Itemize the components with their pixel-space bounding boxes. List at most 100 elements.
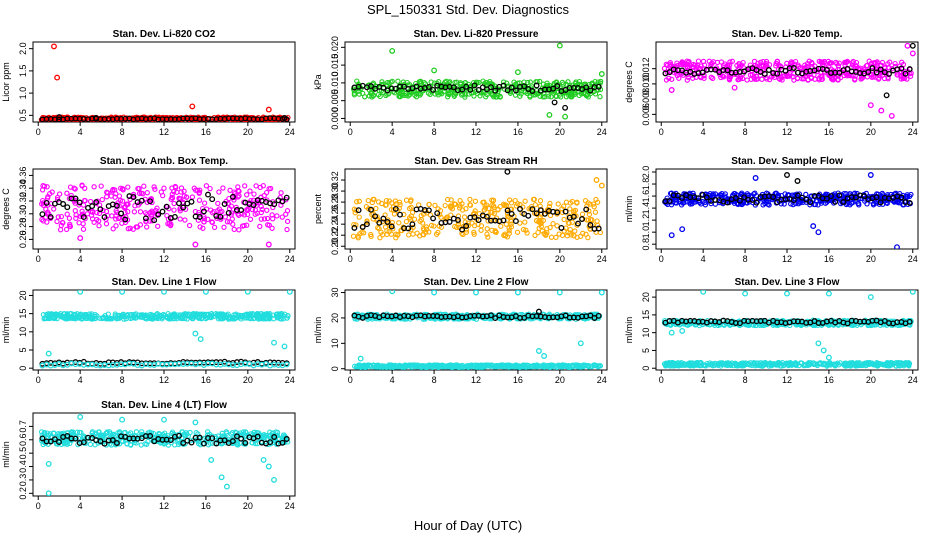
data-point	[196, 197, 203, 203]
outlier-point	[189, 103, 196, 110]
data-point	[217, 213, 224, 220]
data-point	[427, 362, 434, 369]
panel-5: Stan. Dev. Gas Stream RH0 4 8 12 16 20 240.200…	[313, 156, 608, 264]
data-point	[362, 94, 368, 100]
data-point	[54, 315, 60, 322]
x-tick-label: 4	[78, 254, 83, 264]
outlier-point	[562, 104, 569, 111]
data-point	[899, 59, 905, 65]
outlier-point	[784, 172, 790, 178]
data-point	[376, 219, 383, 226]
outlier-point	[810, 223, 817, 230]
data-point	[355, 207, 362, 214]
data-point	[590, 201, 597, 207]
series-3	[352, 362, 604, 370]
outlier-point	[551, 99, 558, 106]
outlier-point	[909, 50, 916, 57]
data-point	[130, 194, 137, 201]
y-tick-label: 0.20	[330, 237, 340, 255]
data-point	[351, 87, 357, 94]
data-point	[661, 65, 668, 72]
data-point	[774, 70, 781, 77]
data-point	[556, 231, 562, 237]
data-point	[587, 87, 594, 94]
y-tick-label: 0.28	[18, 218, 28, 236]
y-tick-label: 20	[330, 313, 340, 323]
outlier-point	[825, 290, 832, 297]
data-point	[45, 194, 51, 200]
data-point	[55, 214, 61, 220]
data-point	[506, 228, 512, 234]
data-point	[227, 187, 233, 193]
data-point	[774, 58, 780, 65]
data-point	[142, 215, 149, 222]
data-point	[555, 88, 562, 95]
data-point	[254, 210, 260, 216]
data-point	[854, 63, 860, 70]
data-point	[592, 91, 599, 97]
data-point	[873, 194, 880, 201]
data-point	[508, 218, 514, 224]
data-point	[238, 314, 244, 320]
x-tick-label: 16	[513, 375, 523, 385]
data-point	[138, 197, 145, 204]
data-point	[832, 198, 839, 205]
data-point	[554, 83, 561, 89]
data-point	[279, 214, 285, 220]
plot-area	[661, 290, 916, 369]
data-point	[60, 220, 66, 226]
data-point	[588, 363, 594, 369]
outlier-point	[731, 84, 738, 91]
data-point	[236, 227, 242, 233]
data-point	[550, 85, 557, 92]
data-point	[168, 315, 174, 322]
data-point	[571, 208, 577, 214]
data-point	[236, 193, 242, 199]
data-point	[134, 224, 141, 230]
x-tick-label: 8	[743, 127, 748, 137]
y-tick-label: 0.24	[330, 215, 340, 233]
data-point	[72, 195, 79, 202]
data-point	[773, 200, 780, 206]
data-point	[270, 216, 276, 222]
y-tick-label: 2.0	[18, 42, 28, 55]
data-point	[540, 94, 546, 100]
x-tick-label: 24	[285, 375, 295, 385]
data-point	[469, 220, 475, 226]
data-point	[79, 182, 85, 188]
data-point	[377, 93, 383, 100]
data-point	[528, 364, 534, 370]
data-point	[895, 72, 901, 78]
data-point	[64, 204, 71, 211]
data-point	[373, 205, 379, 212]
data-point	[564, 233, 571, 239]
data-point	[877, 199, 884, 206]
data-point	[183, 114, 189, 120]
y-tick-label: 0.006	[641, 103, 651, 126]
data-point	[748, 76, 754, 82]
data-point	[836, 60, 842, 66]
outlier-point	[197, 336, 204, 343]
data-point	[836, 69, 843, 76]
data-point	[155, 211, 162, 218]
data-point	[898, 194, 905, 201]
data-point	[761, 70, 768, 77]
data-point	[908, 191, 914, 198]
data-point	[76, 220, 82, 226]
data-point	[898, 73, 904, 79]
data-point	[284, 218, 291, 225]
data-point	[397, 211, 403, 218]
data-point	[198, 311, 205, 317]
x-tick-label: 0	[659, 127, 664, 137]
data-point	[492, 315, 499, 322]
data-point	[430, 86, 437, 93]
data-point	[553, 234, 559, 241]
series-1	[661, 42, 916, 119]
data-point	[54, 218, 60, 225]
data-point	[351, 224, 358, 231]
data-point	[594, 218, 600, 224]
data-point	[764, 76, 770, 82]
plot-frame	[655, 289, 919, 371]
